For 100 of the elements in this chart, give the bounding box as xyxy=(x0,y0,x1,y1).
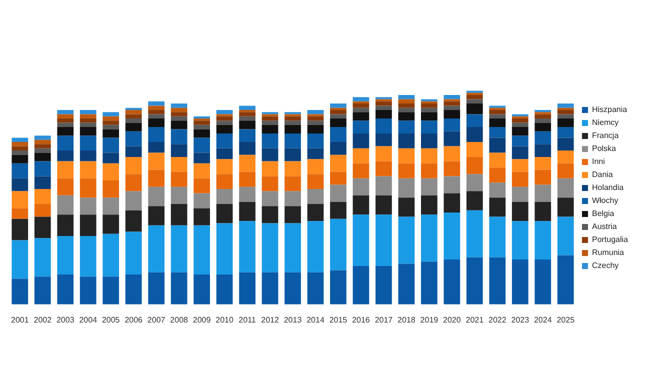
bar xyxy=(352,163,370,178)
bar xyxy=(284,223,301,272)
x-tick-label: 2015 xyxy=(329,315,348,324)
bar xyxy=(148,186,165,206)
bar xyxy=(352,133,370,148)
bar xyxy=(57,118,74,123)
bar xyxy=(125,122,142,132)
bar xyxy=(352,266,370,304)
legend-label: Dania xyxy=(592,170,614,180)
bar xyxy=(262,223,278,272)
bar xyxy=(102,124,120,130)
bar xyxy=(12,191,28,208)
bar xyxy=(239,110,256,112)
legend-label: Włochy xyxy=(592,196,618,206)
bar xyxy=(148,114,165,119)
bar xyxy=(148,106,165,110)
x-tick-label: 2021 xyxy=(466,315,484,324)
bar xyxy=(284,176,301,192)
bar xyxy=(330,218,346,270)
x-tick-label: 2013 xyxy=(284,315,302,324)
bar xyxy=(444,131,460,146)
bar xyxy=(216,174,233,190)
bar xyxy=(512,116,528,119)
x-tick-label: 2010 xyxy=(216,315,234,324)
bar xyxy=(80,161,96,178)
bar xyxy=(34,152,51,162)
bar xyxy=(534,110,552,112)
bar xyxy=(398,163,415,178)
bar xyxy=(512,260,528,304)
bar xyxy=(376,101,392,106)
bar xyxy=(307,148,324,160)
bar xyxy=(57,161,74,178)
bar xyxy=(557,163,574,178)
x-tick-label: 2002 xyxy=(34,315,52,324)
bar xyxy=(216,148,233,160)
bar xyxy=(12,278,28,304)
bar xyxy=(102,180,120,198)
x-tick-label: 2009 xyxy=(192,315,212,324)
bar xyxy=(466,114,483,128)
bar xyxy=(307,204,324,222)
bar xyxy=(239,221,256,272)
bar xyxy=(102,138,120,153)
bar xyxy=(376,106,392,110)
bar xyxy=(444,95,460,100)
bar xyxy=(420,104,438,108)
x-tick-label: 2012 xyxy=(261,315,280,324)
bar xyxy=(12,138,28,142)
bar xyxy=(125,232,142,274)
bar xyxy=(534,131,552,144)
bar xyxy=(194,138,210,153)
bar xyxy=(284,272,301,304)
bar xyxy=(148,170,165,187)
bar xyxy=(80,127,96,136)
bar xyxy=(80,118,96,123)
bar xyxy=(376,146,392,162)
bar xyxy=(262,191,278,206)
bar xyxy=(57,127,74,136)
bar xyxy=(216,159,233,174)
bar xyxy=(284,206,301,224)
legend-label: Belgia xyxy=(592,209,615,218)
legend-label: Inni xyxy=(592,157,606,166)
bar xyxy=(489,118,506,128)
bar xyxy=(170,112,188,116)
bar xyxy=(239,272,256,304)
bar xyxy=(239,112,256,116)
x-tick-label: 2011 xyxy=(238,315,256,324)
bar xyxy=(34,189,51,204)
legend-label: Niemcy xyxy=(592,118,619,128)
bar xyxy=(102,234,120,277)
legend-label: Czechy xyxy=(592,261,619,270)
bar xyxy=(34,161,51,176)
bar xyxy=(352,214,370,266)
bar xyxy=(466,156,483,174)
legend-label: Austria xyxy=(592,222,618,232)
bar xyxy=(466,95,483,100)
bar xyxy=(57,136,74,151)
bar xyxy=(148,101,165,106)
x-tick-label: 2006 xyxy=(124,315,144,324)
bar xyxy=(534,122,552,132)
bar xyxy=(125,156,142,174)
bar xyxy=(489,216,506,258)
bar xyxy=(330,110,346,114)
bar xyxy=(398,133,415,148)
legend-label: Hiszpania xyxy=(592,105,628,114)
bar xyxy=(125,174,142,192)
bar xyxy=(330,202,346,219)
bar xyxy=(307,133,324,148)
bar xyxy=(330,184,346,202)
bar xyxy=(376,118,392,134)
bar xyxy=(80,150,96,162)
bar xyxy=(307,110,324,114)
bar xyxy=(12,178,28,192)
bar xyxy=(534,170,552,185)
bar xyxy=(284,148,301,162)
bar xyxy=(376,133,392,146)
x-tick-label: 2022 xyxy=(488,315,507,324)
bar xyxy=(466,92,483,96)
bar xyxy=(444,193,460,213)
bar xyxy=(557,216,574,256)
bar xyxy=(262,176,278,192)
